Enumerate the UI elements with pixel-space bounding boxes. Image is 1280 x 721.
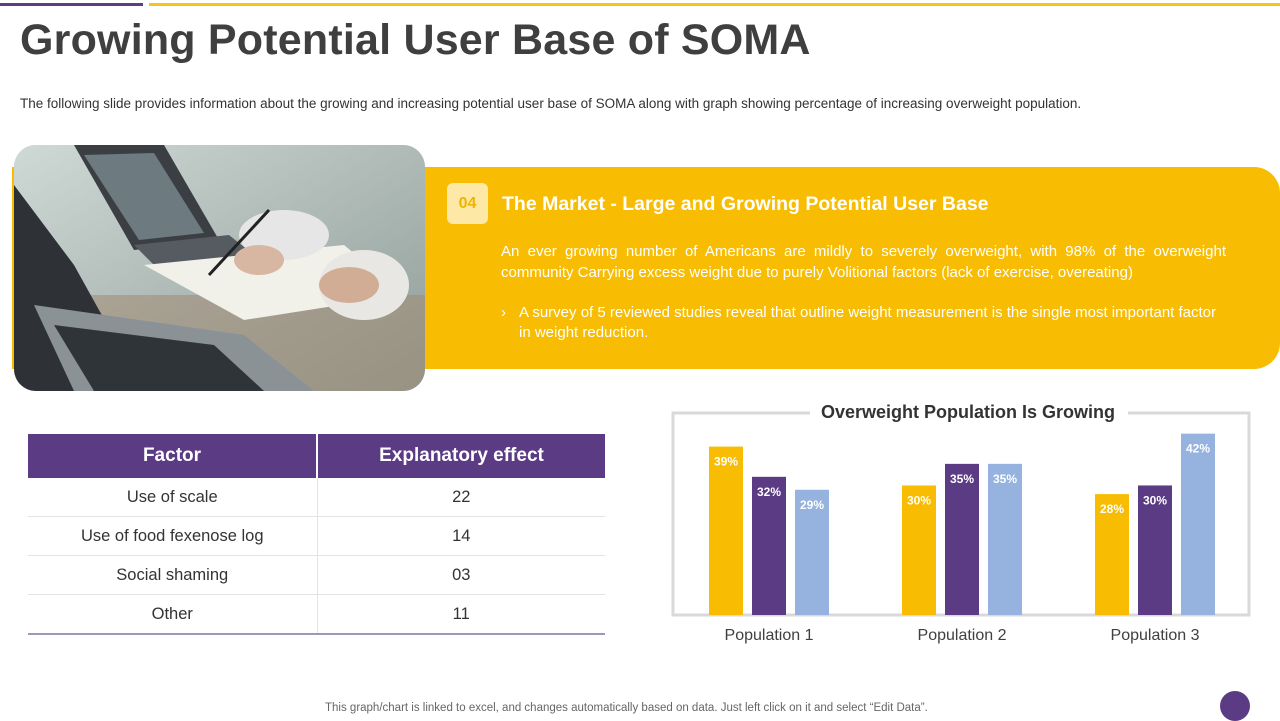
bar-data-label: 35% [993, 472, 1017, 486]
bar-1-2 [752, 476, 786, 615]
bar-3-3 [1181, 433, 1215, 615]
bar-2-2 [945, 463, 979, 615]
bar-data-label: 28% [1100, 502, 1124, 516]
slide-nav-dot[interactable] [1220, 691, 1250, 721]
bar-data-label: 32% [757, 485, 781, 499]
table-header-row: Factor Explanatory effect [28, 434, 605, 478]
factor-table: Factor Explanatory effect Use of scale 2… [28, 434, 605, 635]
bar-2-3 [988, 463, 1022, 615]
table-cell-effect: 22 [316, 478, 605, 517]
banner-bullet: › A survey of 5 reviewed studies reveal … [501, 303, 1216, 343]
laptop-photo [14, 145, 425, 391]
table-cell-effect: 14 [316, 516, 605, 556]
chevron-right-icon: › [501, 304, 506, 321]
table-row: Use of food fexenose log 14 [28, 516, 605, 556]
table-header-factor: Factor [28, 434, 317, 478]
bar-data-label: 30% [1143, 493, 1167, 507]
x-axis-category-label: Population 1 [725, 627, 814, 644]
banner-paragraph: An ever growing number of Americans are … [501, 243, 1226, 281]
top-accent-bar-purple [0, 3, 143, 6]
table-row: Use of scale 22 [28, 478, 605, 517]
table-cell-factor: Other [28, 594, 317, 635]
table-cell-effect: 11 [316, 594, 605, 635]
table-header-effect: Explanatory effect [316, 434, 605, 478]
top-accent-bar-yellow [149, 3, 1280, 6]
bar-data-label: 30% [907, 493, 931, 507]
bar-data-label: 35% [950, 472, 974, 486]
bar-data-label: 29% [800, 498, 824, 512]
table-cell-factor: Use of scale [28, 478, 317, 517]
bar-data-label: 42% [1186, 442, 1210, 456]
banner-bullet-text: A survey of 5 reviewed studies reveal th… [519, 304, 1217, 341]
x-axis-category-label: Population 3 [1111, 627, 1200, 644]
chart-title-backdrop [810, 401, 1128, 427]
bar-3-1 [1095, 494, 1129, 615]
section-number-badge: 04 [447, 183, 488, 224]
table-cell-factor: Use of food fexenose log [28, 516, 317, 556]
bar-data-label: 39% [714, 455, 738, 469]
table-row: Other 11 [28, 594, 605, 635]
bar-3-2 [1138, 485, 1172, 615]
bar-1-1 [709, 446, 743, 615]
table-cell-factor: Social shaming [28, 555, 317, 595]
overweight-population-chart: Overweight Population Is Growing 39% 32% 2… [671, 401, 1251, 644]
table-row: Social shaming 03 [28, 555, 605, 595]
bar-1-3 [795, 489, 829, 615]
footnote: This graph/chart is linked to excel, and… [325, 702, 928, 714]
slide-subtitle: The following slide provides information… [20, 96, 1082, 111]
x-axis-category-label: Population 2 [918, 627, 1007, 644]
table-cell-effect: 03 [316, 555, 605, 595]
bar-2-1 [902, 485, 936, 615]
chart-title: Overweight Population Is Growing [821, 402, 1115, 422]
banner-heading: The Market - Large and Growing Potential… [502, 193, 989, 215]
slide-title: Growing Potential User Base of SOMA [20, 16, 811, 64]
